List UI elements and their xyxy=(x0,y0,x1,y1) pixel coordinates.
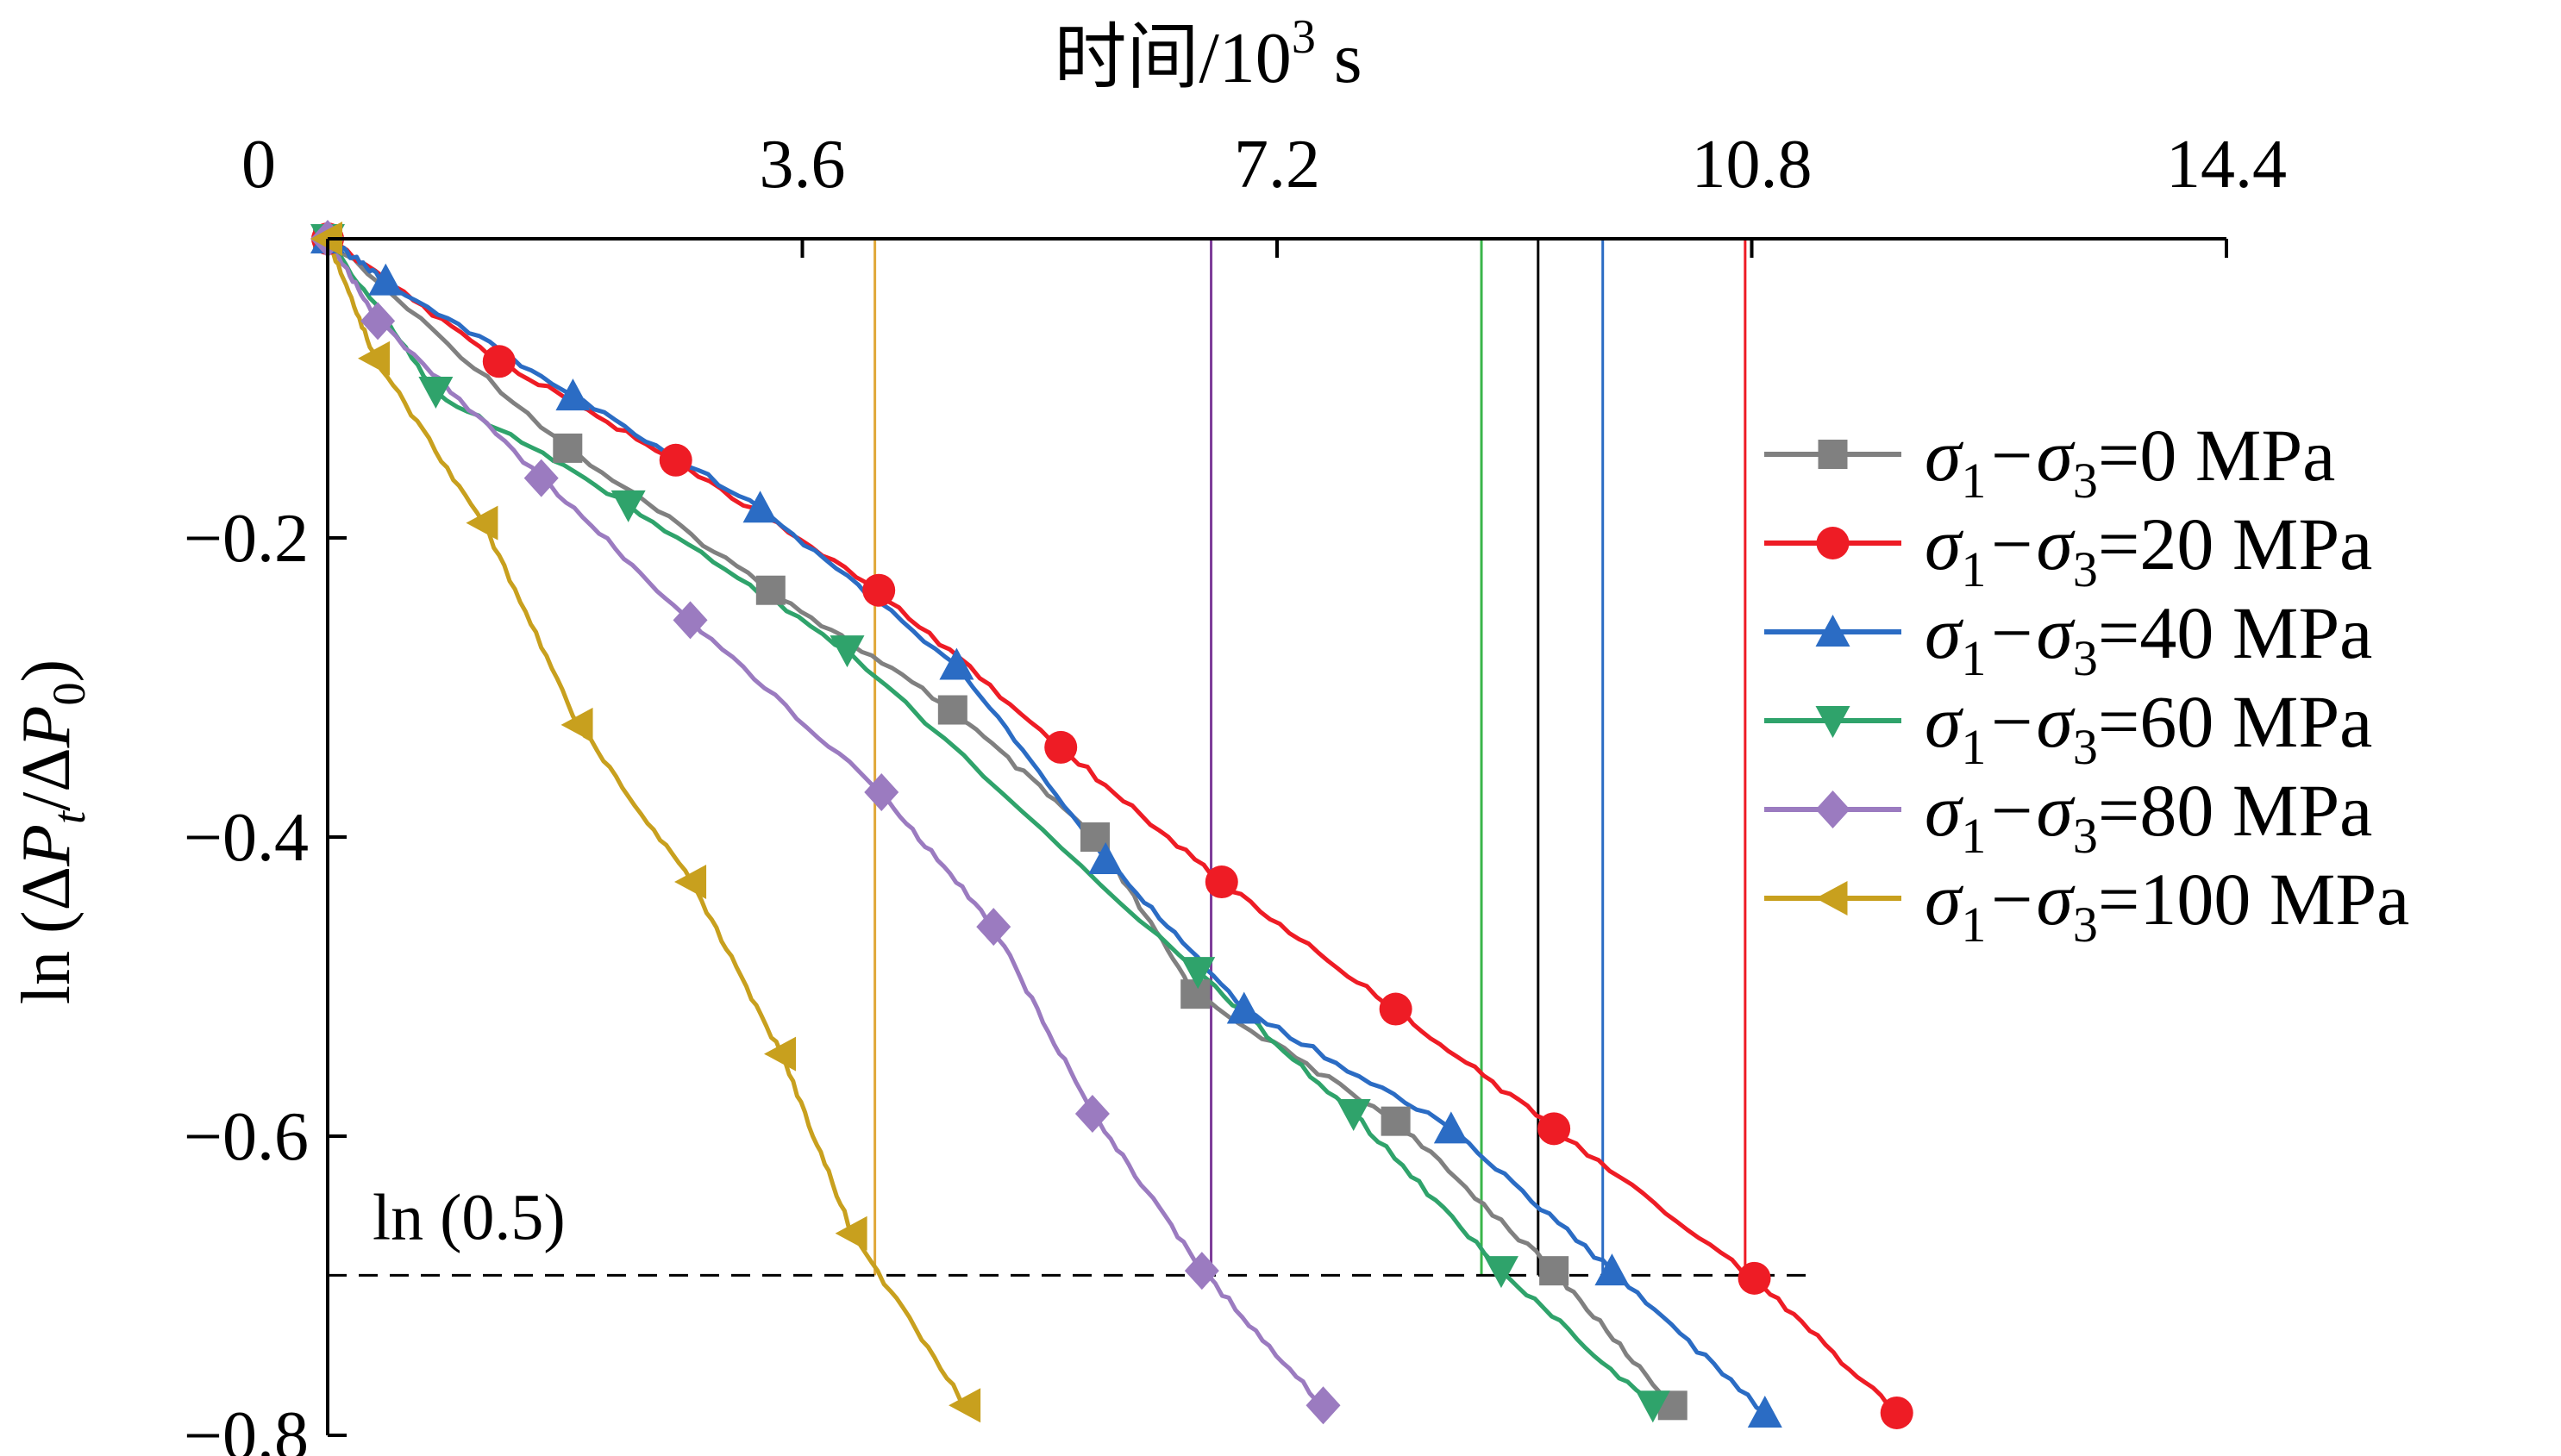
data-point-5-6 xyxy=(835,1215,867,1251)
series-line-2 xyxy=(326,237,1767,1415)
data-point-2-3 xyxy=(742,491,778,523)
data-point-3-6 xyxy=(1483,1256,1518,1289)
series-markers xyxy=(310,220,1913,1429)
data-point-3-2 xyxy=(611,490,646,522)
data-point-1-2 xyxy=(659,443,692,477)
data-point-1-7 xyxy=(1537,1112,1571,1146)
data-point-1-1 xyxy=(482,345,516,378)
x-tick-label-4: 14.4 xyxy=(2166,127,2287,203)
legend-marker-1 xyxy=(1816,527,1850,559)
data-point-1-3 xyxy=(862,573,896,607)
data-point-3-1 xyxy=(418,376,454,409)
axes: 0 3.6 7.2 10.8 14.4 −0.2 −0.4 −0.6 −0.8 时间/103 s l… xyxy=(9,10,2287,1456)
legend-label-4: σ1−σ3=80 MPa xyxy=(1925,769,2372,864)
data-point-5-7 xyxy=(949,1388,981,1423)
data-point-1-5 xyxy=(1205,865,1238,899)
data-point-3-5 xyxy=(1336,1098,1371,1131)
legend-marker-2 xyxy=(1815,615,1850,647)
y-tick-label-3: −0.8 xyxy=(184,1398,309,1456)
data-point-0-6 xyxy=(1381,1106,1411,1136)
data-point-2-1 xyxy=(368,263,404,296)
series-line-5 xyxy=(325,237,967,1407)
x-tick-label-0: 0 xyxy=(241,127,276,203)
data-point-2-8 xyxy=(1594,1253,1630,1286)
reference-line-group: ln (0.5) xyxy=(328,1181,1817,1277)
reference-line-label: ln (0.5) xyxy=(373,1181,566,1253)
data-point-4-4 xyxy=(864,772,899,811)
data-point-0-2 xyxy=(755,575,786,605)
data-point-5-1 xyxy=(358,341,391,376)
legend-label-5: σ1−σ3=100 MPa xyxy=(1925,858,2409,953)
data-point-4-1 xyxy=(360,302,396,341)
y-tick-label-0: −0.2 xyxy=(184,501,309,577)
x-tick-label-1: 3.6 xyxy=(760,127,846,203)
x-tick-label-2: 7.2 xyxy=(1234,127,1320,203)
data-point-3-4 xyxy=(1180,957,1216,990)
data-point-4-8 xyxy=(1306,1386,1341,1425)
x-axis-title: 时间/103 s xyxy=(1054,10,1362,98)
data-point-4-5 xyxy=(976,908,1011,947)
critical-time-lines xyxy=(873,239,1747,1276)
data-point-0-7 xyxy=(1539,1256,1569,1286)
legend-marker-0 xyxy=(1818,440,1848,469)
legend-label-0: σ1−σ3=0 MPa xyxy=(1925,414,2335,509)
x-tick-label-3: 10.8 xyxy=(1692,127,1813,203)
data-point-5-2 xyxy=(466,505,498,541)
legend-marker-5 xyxy=(1815,881,1848,915)
data-point-2-4 xyxy=(939,647,974,680)
data-point-2-7 xyxy=(1433,1111,1468,1144)
data-point-1-9 xyxy=(1880,1396,1913,1429)
data-point-5-3 xyxy=(560,707,593,742)
data-point-1-6 xyxy=(1379,992,1412,1026)
legend-marker-4 xyxy=(1815,790,1850,828)
legend-label-2: σ1−σ3=40 MPa xyxy=(1925,591,2372,686)
data-point-4-2 xyxy=(523,459,559,497)
data-point-0-3 xyxy=(937,695,967,725)
data-point-5-4 xyxy=(674,865,707,900)
legend-label-1: σ1−σ3=20 MPa xyxy=(1925,503,2372,597)
y-tick-label-1: −0.4 xyxy=(184,800,309,876)
data-point-0-1 xyxy=(553,433,583,463)
data-point-2-2 xyxy=(555,378,591,411)
data-point-3-7 xyxy=(1635,1390,1670,1423)
data-point-4-3 xyxy=(673,601,708,640)
data-point-5-5 xyxy=(764,1036,797,1072)
data-point-4-6 xyxy=(1074,1094,1110,1133)
data-point-2-5 xyxy=(1088,842,1124,875)
data-point-1-4 xyxy=(1044,730,1078,764)
data-point-2-6 xyxy=(1226,991,1262,1024)
data-point-1-8 xyxy=(1738,1261,1771,1295)
data-point-3-3 xyxy=(830,635,865,668)
y-axis-title: ln (ΔPt/ΔP0) xyxy=(9,659,95,1004)
legend-label-3: σ1−σ3=60 MPa xyxy=(1925,680,2372,775)
legend-marker-3 xyxy=(1815,706,1850,738)
data-point-0-5 xyxy=(1180,979,1211,1009)
data-point-4-7 xyxy=(1184,1252,1219,1290)
data-point-2-9 xyxy=(1747,1395,1782,1428)
y-tick-label-2: −0.6 xyxy=(184,1099,309,1175)
